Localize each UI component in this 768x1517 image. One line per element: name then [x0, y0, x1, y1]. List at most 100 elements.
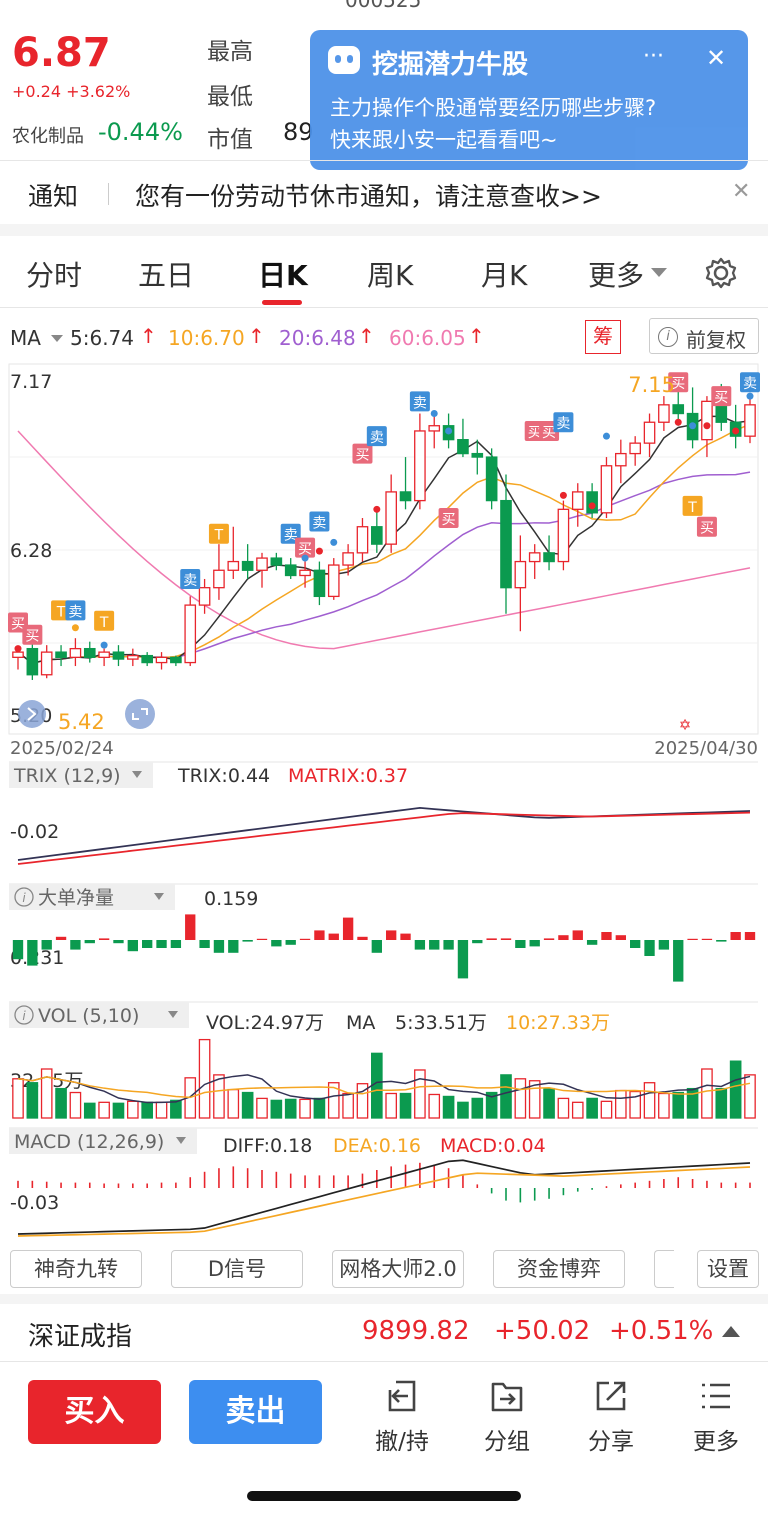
volume-bar — [471, 1097, 484, 1119]
volume-bar — [744, 1074, 756, 1119]
tab-five-day[interactable]: 五日 — [138, 259, 195, 292]
adjust-mode-button[interactable]: i 前复权 — [649, 318, 759, 354]
candle — [155, 656, 168, 664]
nav-group[interactable]: 分组 — [467, 1376, 547, 1456]
candle — [471, 452, 484, 458]
tab-daily[interactable]: 日K — [258, 259, 308, 292]
signal-t-marker — [94, 610, 115, 631]
tool-partial-button[interactable] — [654, 1250, 674, 1288]
tool-bar: 神奇九转 D信号 网格大师2.0 资金博弈 设置 — [0, 1250, 768, 1290]
nav-share[interactable]: 分享 — [571, 1376, 651, 1456]
volume-bar — [514, 1078, 527, 1119]
signal-buy-marker — [696, 516, 717, 537]
notice-close-icon[interactable]: ✕ — [732, 179, 751, 204]
tool-d-signal-button[interactable]: D信号 — [171, 1250, 303, 1288]
signal-dot — [602, 432, 610, 440]
sector-name[interactable]: 农化制品 — [12, 126, 84, 147]
tab-weekly[interactable]: 周K — [367, 259, 414, 292]
ma-label[interactable]: MA — [10, 326, 41, 350]
volume-bar — [571, 1101, 584, 1119]
tool-fund-game-button[interactable]: 资金博弈 — [493, 1250, 625, 1288]
signal-dot — [14, 645, 22, 653]
bigorder-bar — [170, 940, 182, 948]
more-icon[interactable]: ··· — [643, 44, 664, 69]
buy-button[interactable]: 买入 — [28, 1380, 161, 1444]
tab-intraday[interactable]: 分时 — [26, 259, 83, 292]
candle — [543, 552, 555, 563]
volume-bar — [500, 1074, 512, 1119]
nav-group-label: 分组 — [484, 1429, 530, 1455]
signal-t-label: T — [214, 528, 224, 544]
tool-nine-turn-button[interactable]: 神奇九转 — [10, 1250, 142, 1288]
ma-dropdown-icon[interactable] — [51, 335, 63, 342]
volume-bar — [457, 1101, 469, 1119]
tab-more[interactable]: 更多 — [588, 259, 645, 292]
macd-panel[interactable]: MACD (12,26,9) DIFF:0.18 DEA:0.16 MACD:0.04… — [0, 1126, 768, 1244]
volume-bar — [299, 1098, 311, 1119]
volume-bar — [256, 1097, 268, 1119]
settings-button[interactable]: 设置 — [697, 1250, 759, 1288]
signal-t-label: T — [687, 500, 697, 516]
nav-more-label: 更多 — [693, 1429, 739, 1455]
tab-monthly[interactable]: 月K — [481, 259, 528, 292]
period-tabs: 分时 五日 日K 周K 月K 更多 — [0, 236, 768, 306]
volume-panel[interactable]: i VOL (5,10) VOL:24.97万 MA 5:33.51万 10:27.33万… — [0, 1000, 768, 1126]
bigorder-bar — [615, 935, 626, 940]
signal-buy-label: 买 — [528, 425, 542, 441]
sell-button[interactable]: 卖出 — [189, 1380, 322, 1444]
chip-distribution-button[interactable]: 筹 — [585, 320, 621, 354]
signal-sell-label: 卖 — [370, 430, 384, 446]
volume-bar — [155, 1101, 168, 1119]
robot-icon — [328, 46, 360, 74]
volume-bar — [428, 1093, 441, 1119]
signal-dot — [588, 502, 596, 510]
chevron-up-icon[interactable] — [722, 1326, 740, 1337]
vol-ma-label: MA — [346, 1012, 375, 1034]
gear-icon[interactable] — [704, 256, 738, 290]
macd-value: MACD:0.04 — [440, 1135, 546, 1157]
up-arrow-icon: ↑ — [358, 324, 375, 348]
close-icon[interactable]: ✕ — [706, 44, 727, 72]
signal-sell-label: 卖 — [284, 528, 298, 544]
signal-sell-marker — [65, 600, 86, 621]
notice-bar[interactable]: 通知 您有一份劳动节休市通知，请注意查收>> ✕ — [0, 161, 768, 223]
volume-bar — [356, 1083, 369, 1119]
vol-ma10-value: 10:27.33万 — [506, 1012, 610, 1034]
candle — [83, 647, 96, 658]
candle — [385, 491, 397, 545]
chevron-down-icon — [651, 268, 667, 277]
promo-popup[interactable]: 挖掘潜力牛股 ··· ✕ 主力操作个股通常要经历哪些步骤? 快来跟小安一起看看吧… — [310, 30, 748, 170]
chevron-down-icon — [132, 771, 142, 778]
candle — [98, 651, 110, 658]
tool-grid-master-button[interactable]: 网格大师2.0 — [332, 1250, 464, 1288]
signal-dot — [559, 491, 567, 499]
nav-cancel-hold[interactable]: 撤/持 — [362, 1376, 442, 1456]
notice-text[interactable]: 您有一份劳动节休市通知，请注意查收>> — [135, 182, 602, 211]
label-high: 最高 — [207, 39, 253, 65]
candle — [615, 452, 627, 467]
signal-sell-marker — [180, 568, 201, 589]
signal-buy-label: 买 — [11, 617, 25, 633]
volume-bar — [586, 1097, 598, 1119]
ma10-value: 10:6.70 — [168, 326, 245, 350]
volume-bar — [414, 1069, 426, 1119]
volume-bar — [112, 1102, 125, 1119]
signal-dot — [100, 641, 108, 649]
candle — [141, 654, 153, 664]
trix-panel[interactable]: TRIX (12,9) TRIX:0.44 MATRIX:0.37 -0.02 — [0, 760, 768, 882]
bigorder-bar — [213, 940, 225, 953]
notice-divider — [108, 183, 109, 205]
index-ticker[interactable]: 深证成指 9899.82 +50.02 +0.51% — [0, 1304, 768, 1360]
signal-dot — [315, 547, 323, 555]
nav-more[interactable]: 更多 — [676, 1376, 756, 1456]
dea-value: DEA:0.16 — [333, 1135, 421, 1157]
kline-chart[interactable]: 买买T卖T卖T卖买卖买卖卖买买买卖买T买买卖7.176.285.207.155.… — [0, 362, 768, 760]
volume-bar — [55, 1087, 67, 1119]
volume-bar — [26, 1082, 39, 1119]
signal-buy-label: 买 — [25, 629, 39, 645]
bigorder-bar — [586, 940, 598, 945]
up-arrow-icon: ↑ — [140, 324, 157, 348]
diff-value: DIFF:0.18 — [223, 1135, 312, 1157]
bigorder-bar — [716, 940, 727, 942]
